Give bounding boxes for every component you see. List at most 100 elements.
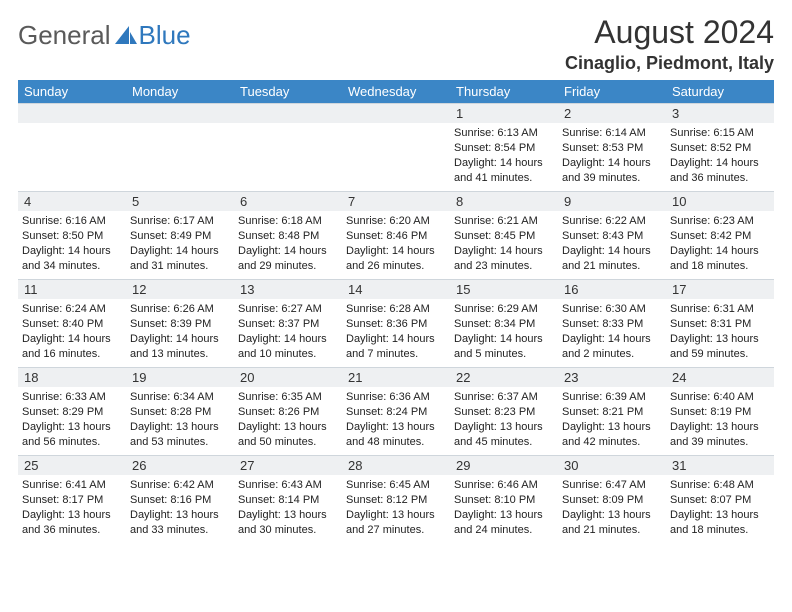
day-info: Sunrise: 6:15 AMSunset: 8:52 PMDaylight:… (666, 123, 774, 189)
sunrise-text: Sunrise: 6:26 AM (130, 302, 230, 317)
day-info: Sunrise: 6:14 AMSunset: 8:53 PMDaylight:… (558, 123, 666, 189)
day-of-week-header: Thursday (450, 80, 558, 104)
sunrise-text: Sunrise: 6:33 AM (22, 390, 122, 405)
day-number: 29 (450, 456, 558, 475)
day-of-week-header: Tuesday (234, 80, 342, 104)
sunset-text: Sunset: 8:26 PM (238, 405, 338, 420)
sunset-text: Sunset: 8:54 PM (454, 141, 554, 156)
day-number: 13 (234, 280, 342, 299)
daylight-text: Daylight: 14 hours and 36 minutes. (670, 156, 770, 186)
calendar-day: 16Sunrise: 6:30 AMSunset: 8:33 PMDayligh… (558, 280, 666, 368)
day-info: Sunrise: 6:27 AMSunset: 8:37 PMDaylight:… (234, 299, 342, 365)
day-info: Sunrise: 6:47 AMSunset: 8:09 PMDaylight:… (558, 475, 666, 541)
calendar-week-row: 1Sunrise: 6:13 AMSunset: 8:54 PMDaylight… (18, 104, 774, 192)
calendar-day: 18Sunrise: 6:33 AMSunset: 8:29 PMDayligh… (18, 368, 126, 456)
day-number: 21 (342, 368, 450, 387)
daylight-text: Daylight: 13 hours and 50 minutes. (238, 420, 338, 450)
day-number: 1 (450, 104, 558, 123)
sunset-text: Sunset: 8:50 PM (22, 229, 122, 244)
day-info: Sunrise: 6:48 AMSunset: 8:07 PMDaylight:… (666, 475, 774, 541)
daylight-text: Daylight: 14 hours and 26 minutes. (346, 244, 446, 274)
sunrise-text: Sunrise: 6:16 AM (22, 214, 122, 229)
day-number: 23 (558, 368, 666, 387)
day-of-week-header: Monday (126, 80, 234, 104)
calendar-day: 28Sunrise: 6:45 AMSunset: 8:12 PMDayligh… (342, 456, 450, 544)
calendar-day: 19Sunrise: 6:34 AMSunset: 8:28 PMDayligh… (126, 368, 234, 456)
day-number: 20 (234, 368, 342, 387)
sunrise-text: Sunrise: 6:48 AM (670, 478, 770, 493)
calendar-day: 12Sunrise: 6:26 AMSunset: 8:39 PMDayligh… (126, 280, 234, 368)
sunset-text: Sunset: 8:39 PM (130, 317, 230, 332)
day-info: Sunrise: 6:16 AMSunset: 8:50 PMDaylight:… (18, 211, 126, 277)
daylight-text: Daylight: 13 hours and 53 minutes. (130, 420, 230, 450)
day-info: Sunrise: 6:35 AMSunset: 8:26 PMDaylight:… (234, 387, 342, 453)
daylight-text: Daylight: 13 hours and 56 minutes. (22, 420, 122, 450)
sunset-text: Sunset: 8:48 PM (238, 229, 338, 244)
sunrise-text: Sunrise: 6:22 AM (562, 214, 662, 229)
day-number: 22 (450, 368, 558, 387)
day-number: 31 (666, 456, 774, 475)
sunrise-text: Sunrise: 6:29 AM (454, 302, 554, 317)
daylight-text: Daylight: 13 hours and 18 minutes. (670, 508, 770, 538)
day-number: 16 (558, 280, 666, 299)
day-of-week-header: Friday (558, 80, 666, 104)
sunset-text: Sunset: 8:16 PM (130, 493, 230, 508)
daylight-text: Daylight: 14 hours and 34 minutes. (22, 244, 122, 274)
day-number: 26 (126, 456, 234, 475)
day-number: 12 (126, 280, 234, 299)
sunrise-text: Sunrise: 6:45 AM (346, 478, 446, 493)
calendar-day: 2Sunrise: 6:14 AMSunset: 8:53 PMDaylight… (558, 104, 666, 192)
location-label: Cinaglio, Piedmont, Italy (565, 53, 774, 74)
day-info: Sunrise: 6:20 AMSunset: 8:46 PMDaylight:… (342, 211, 450, 277)
day-number: 15 (450, 280, 558, 299)
day-info: Sunrise: 6:26 AMSunset: 8:39 PMDaylight:… (126, 299, 234, 365)
day-number (342, 104, 450, 123)
day-info: Sunrise: 6:29 AMSunset: 8:34 PMDaylight:… (450, 299, 558, 365)
sunrise-text: Sunrise: 6:14 AM (562, 126, 662, 141)
day-info: Sunrise: 6:30 AMSunset: 8:33 PMDaylight:… (558, 299, 666, 365)
daylight-text: Daylight: 14 hours and 2 minutes. (562, 332, 662, 362)
calendar-day: 22Sunrise: 6:37 AMSunset: 8:23 PMDayligh… (450, 368, 558, 456)
sunset-text: Sunset: 8:17 PM (22, 493, 122, 508)
sunset-text: Sunset: 8:53 PM (562, 141, 662, 156)
day-of-week-header: Sunday (18, 80, 126, 104)
day-info: Sunrise: 6:23 AMSunset: 8:42 PMDaylight:… (666, 211, 774, 277)
sunset-text: Sunset: 8:49 PM (130, 229, 230, 244)
day-info: Sunrise: 6:28 AMSunset: 8:36 PMDaylight:… (342, 299, 450, 365)
sunrise-text: Sunrise: 6:34 AM (130, 390, 230, 405)
sunrise-text: Sunrise: 6:42 AM (130, 478, 230, 493)
calendar-day: 23Sunrise: 6:39 AMSunset: 8:21 PMDayligh… (558, 368, 666, 456)
day-number (126, 104, 234, 123)
sunrise-text: Sunrise: 6:28 AM (346, 302, 446, 317)
daylight-text: Daylight: 14 hours and 10 minutes. (238, 332, 338, 362)
daylight-text: Daylight: 14 hours and 16 minutes. (22, 332, 122, 362)
day-number: 3 (666, 104, 774, 123)
daylight-text: Daylight: 14 hours and 29 minutes. (238, 244, 338, 274)
sunrise-text: Sunrise: 6:31 AM (670, 302, 770, 317)
day-number: 30 (558, 456, 666, 475)
calendar-week-row: 25Sunrise: 6:41 AMSunset: 8:17 PMDayligh… (18, 456, 774, 544)
daylight-text: Daylight: 13 hours and 21 minutes. (562, 508, 662, 538)
calendar-day: 21Sunrise: 6:36 AMSunset: 8:24 PMDayligh… (342, 368, 450, 456)
daylight-text: Daylight: 14 hours and 21 minutes. (562, 244, 662, 274)
sunset-text: Sunset: 8:42 PM (670, 229, 770, 244)
calendar-day: 10Sunrise: 6:23 AMSunset: 8:42 PMDayligh… (666, 192, 774, 280)
day-info: Sunrise: 6:46 AMSunset: 8:10 PMDaylight:… (450, 475, 558, 541)
daylight-text: Daylight: 13 hours and 36 minutes. (22, 508, 122, 538)
day-number (18, 104, 126, 123)
sunrise-text: Sunrise: 6:24 AM (22, 302, 122, 317)
sunset-text: Sunset: 8:07 PM (670, 493, 770, 508)
month-title: August 2024 (565, 14, 774, 51)
calendar-week-row: 4Sunrise: 6:16 AMSunset: 8:50 PMDaylight… (18, 192, 774, 280)
day-number: 27 (234, 456, 342, 475)
sunset-text: Sunset: 8:09 PM (562, 493, 662, 508)
sail-icon (115, 26, 137, 46)
sunrise-text: Sunrise: 6:46 AM (454, 478, 554, 493)
day-info: Sunrise: 6:36 AMSunset: 8:24 PMDaylight:… (342, 387, 450, 453)
calendar-day: 6Sunrise: 6:18 AMSunset: 8:48 PMDaylight… (234, 192, 342, 280)
sunset-text: Sunset: 8:52 PM (670, 141, 770, 156)
calendar-day: 30Sunrise: 6:47 AMSunset: 8:09 PMDayligh… (558, 456, 666, 544)
day-number: 10 (666, 192, 774, 211)
day-info: Sunrise: 6:31 AMSunset: 8:31 PMDaylight:… (666, 299, 774, 365)
calendar-week-row: 11Sunrise: 6:24 AMSunset: 8:40 PMDayligh… (18, 280, 774, 368)
